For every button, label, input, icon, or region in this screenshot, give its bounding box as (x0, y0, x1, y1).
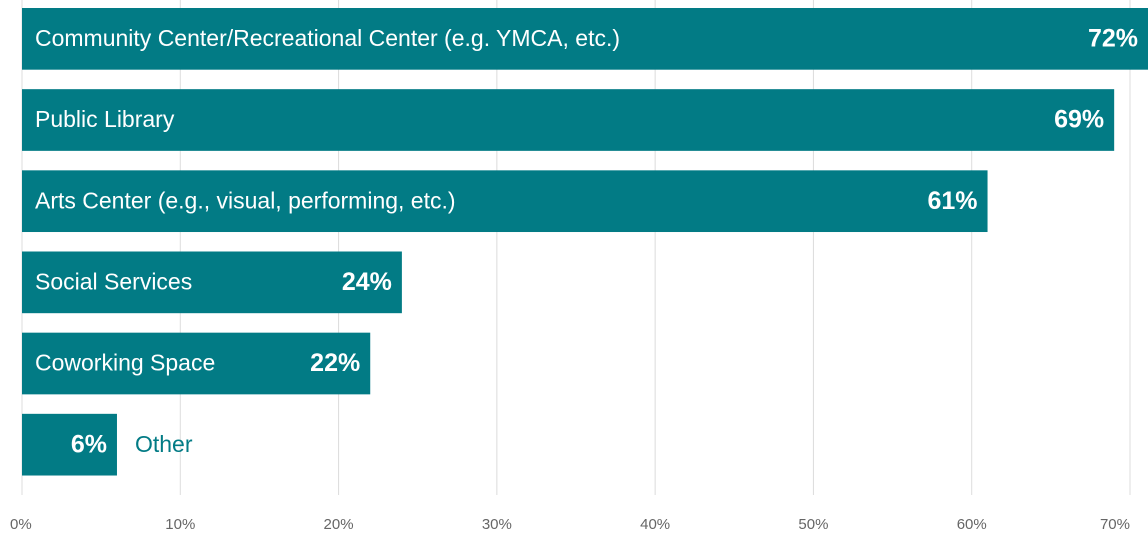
bar (22, 8, 1148, 70)
value-label: 22% (310, 349, 360, 377)
bar (22, 251, 402, 314)
x-tick-label: 50% (798, 516, 828, 533)
category-label: Social Services (35, 268, 192, 294)
bar (22, 413, 117, 476)
category-label: Arts Center (e.g., visual, performing, e… (35, 187, 456, 213)
bar (22, 89, 1115, 151)
x-tick-label: 70% (1100, 516, 1130, 533)
x-tick-label: 0% (10, 516, 32, 533)
x-tick-label: 20% (324, 516, 354, 533)
value-label: 6% (71, 430, 107, 458)
value-label: 72% (1088, 24, 1138, 52)
bar (22, 170, 988, 233)
category-label: Public Library (35, 106, 175, 132)
value-label: 24% (342, 268, 392, 296)
value-label: 61% (927, 187, 977, 215)
category-label: Community Center/Recreational Center (e.… (35, 25, 620, 51)
x-tick-label: 40% (640, 516, 670, 533)
category-label: Other (135, 431, 193, 457)
value-label: 69% (1054, 106, 1104, 134)
category-label: Coworking Space (35, 350, 215, 376)
x-tick-label: 10% (165, 516, 195, 533)
x-tick-label: 60% (957, 516, 987, 533)
bar (22, 332, 371, 395)
x-tick-label: 30% (482, 516, 512, 533)
